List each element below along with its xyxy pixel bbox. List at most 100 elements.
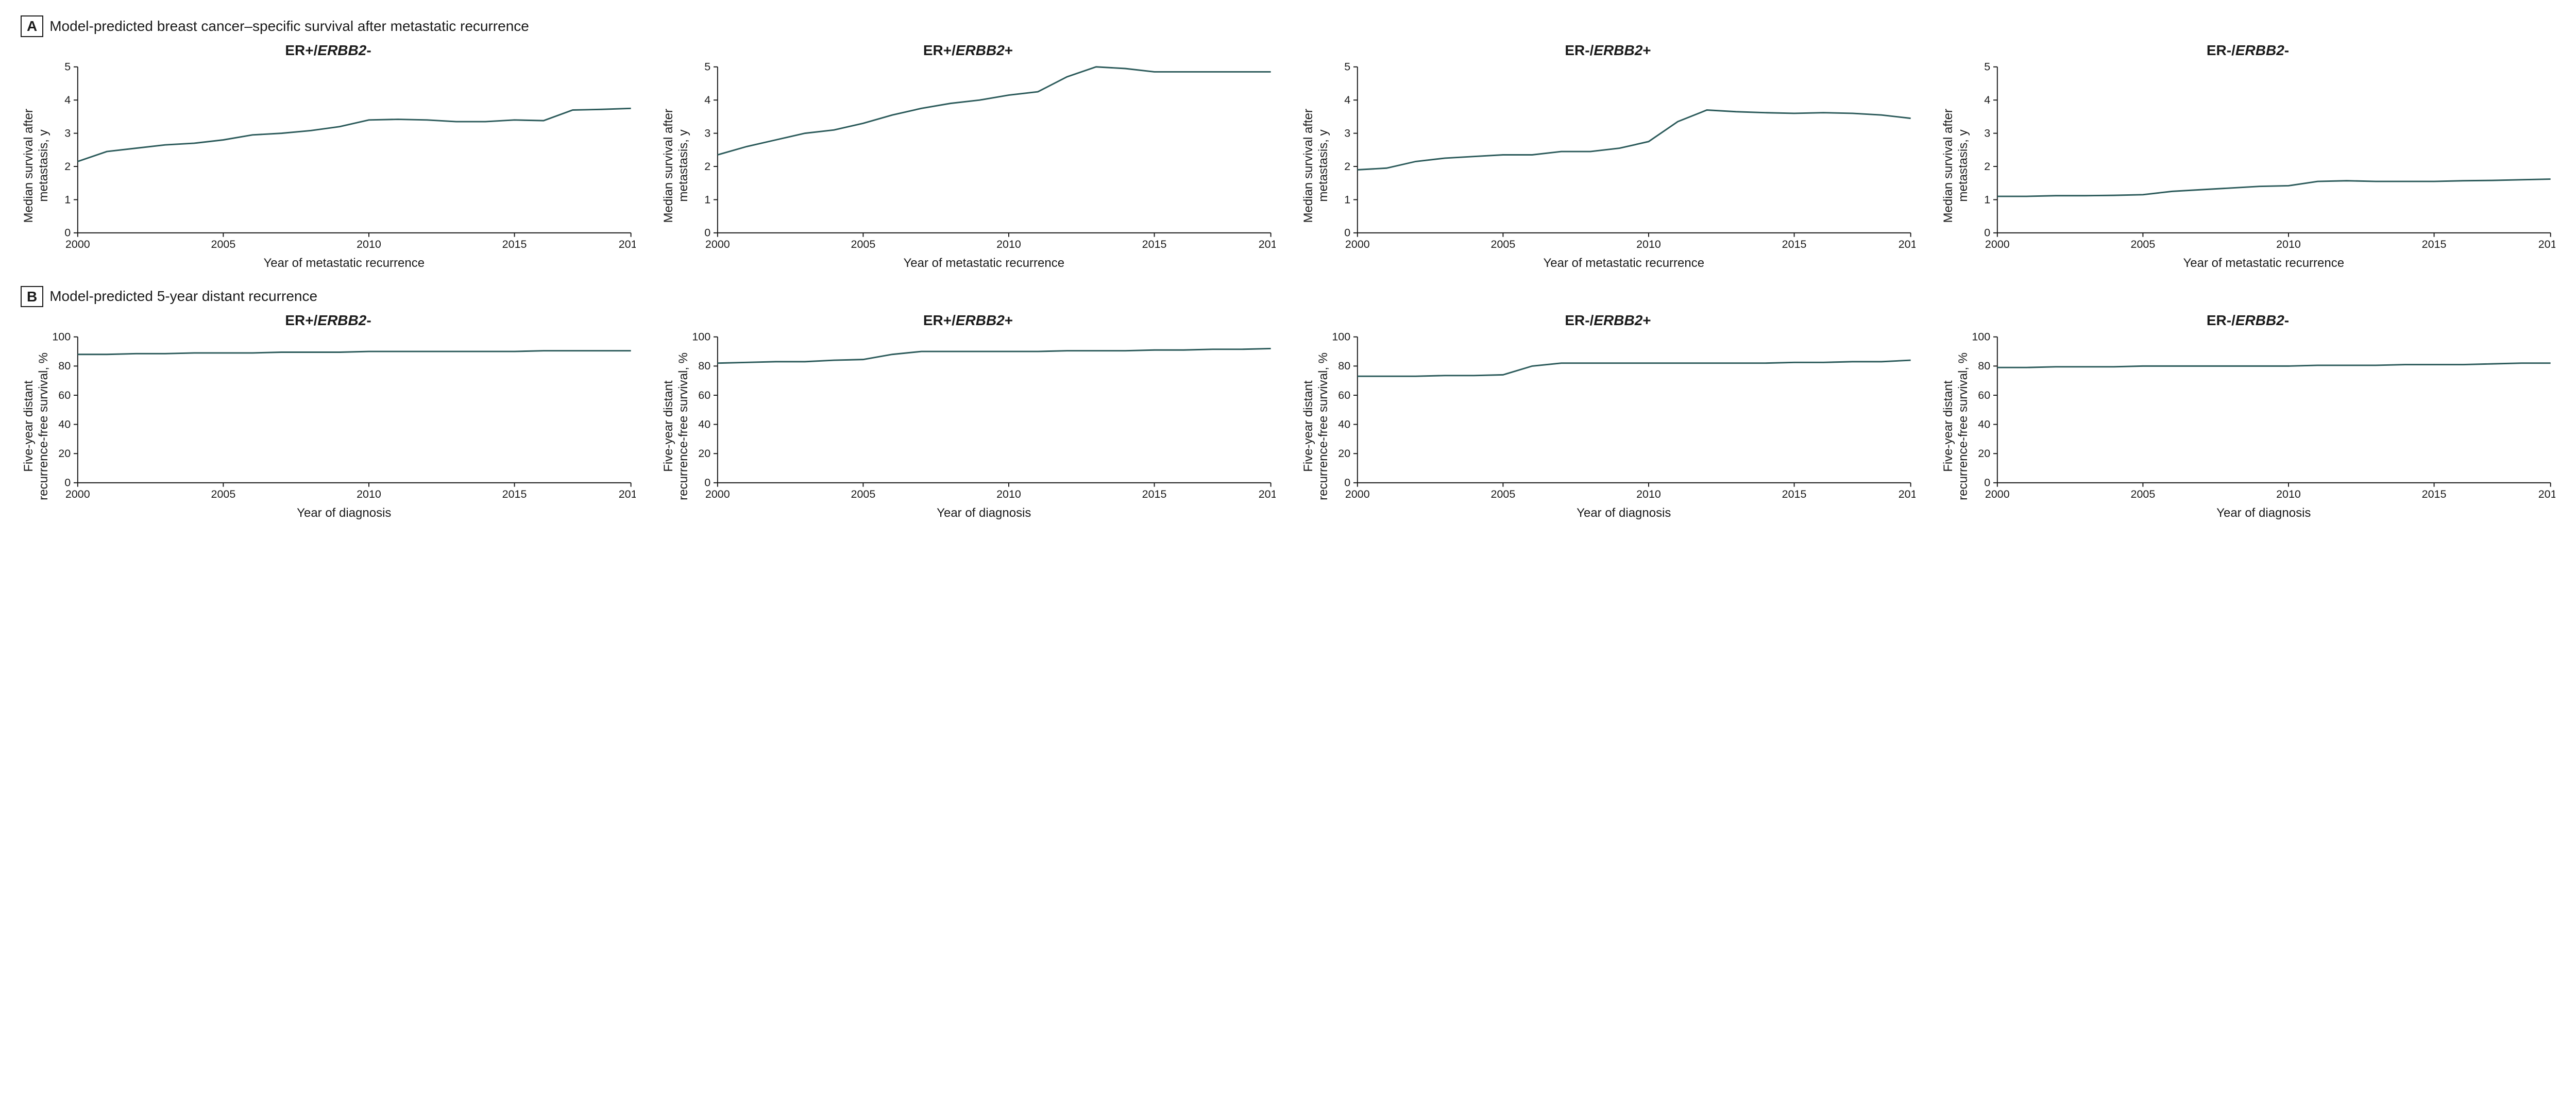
svg-text:60: 60 [698,389,710,401]
chart-title: ER-/ERBB2- [1940,312,2555,329]
svg-text:80: 80 [58,360,71,372]
chart-card: ER-/ERBB2- Five-year distant recurrence-… [1940,312,2555,520]
svg-text:0: 0 [1344,226,1350,239]
svg-text:20: 20 [1338,447,1350,460]
svg-text:5: 5 [64,62,71,73]
svg-text:2000: 2000 [1985,488,2010,500]
svg-text:4: 4 [1344,94,1350,106]
chart-plot: 01234520002005201020152019 [692,62,1276,253]
chart-plot: 01234520002005201020152019 [1972,62,2555,253]
svg-text:2000: 2000 [705,238,730,250]
chart-wrap: Median survival after metastasis, y 0123… [660,62,1276,271]
chart-title: ER-/ERBB2+ [1300,42,1916,59]
chart-plot: 02040608010020002005201020152019 [692,332,1276,503]
svg-text:2019: 2019 [618,488,636,500]
chart-wrap: Five-year distant recurrence-free surviv… [1300,332,1916,520]
svg-text:2015: 2015 [2421,238,2446,250]
svg-text:40: 40 [1978,418,1990,431]
svg-text:2010: 2010 [357,488,381,500]
svg-text:2: 2 [1984,160,1990,172]
chart-wrap: Five-year distant recurrence-free surviv… [21,332,636,520]
svg-text:20: 20 [58,447,71,460]
svg-text:2010: 2010 [1636,488,1661,500]
svg-text:2000: 2000 [1345,488,1370,500]
svg-text:2019: 2019 [1258,238,1276,250]
svg-text:0: 0 [704,226,710,239]
x-axis-label: Year of metastatic recurrence [1332,256,1916,271]
svg-text:60: 60 [1338,389,1350,401]
chart-card: ER+/ERBB2+ Median survival after metasta… [660,42,1276,271]
chart-title: ER+/ERBB2- [21,42,636,59]
svg-text:2015: 2015 [2421,488,2446,500]
svg-text:3: 3 [64,127,71,139]
y-axis-label: Five-year distant recurrence-free surviv… [1300,352,1332,500]
svg-text:80: 80 [698,360,710,372]
svg-text:0: 0 [1984,477,1990,489]
chart-card: ER-/ERBB2+ Five-year distant recurrence-… [1300,312,1916,520]
svg-text:2019: 2019 [618,238,636,250]
svg-text:0: 0 [64,226,71,239]
panel-letter: A [21,15,43,37]
panel-letter: B [21,286,43,308]
svg-text:1: 1 [1984,193,1990,206]
svg-text:40: 40 [1338,418,1350,431]
svg-text:2019: 2019 [2538,488,2555,500]
x-axis-label: Year of metastatic recurrence [53,256,636,271]
svg-text:3: 3 [1344,127,1350,139]
chart-plot: 01234520002005201020152019 [53,62,636,253]
svg-text:4: 4 [1984,94,1990,106]
chart-title: ER+/ERBB2- [21,312,636,329]
figure-root: A Model-predicted breast cancer–specific… [21,15,2555,520]
svg-text:1: 1 [704,193,710,206]
svg-text:40: 40 [58,418,71,431]
panel-header-B: B Model-predicted 5-year distant recurre… [21,286,2555,308]
svg-text:2019: 2019 [2538,238,2555,250]
svg-text:40: 40 [698,418,710,431]
svg-text:2010: 2010 [996,238,1021,250]
chart-title: ER+/ERBB2+ [660,42,1276,59]
x-axis-label: Year of diagnosis [1972,506,2555,520]
svg-text:0: 0 [64,477,71,489]
svg-text:2005: 2005 [1490,238,1515,250]
svg-text:2019: 2019 [1898,488,1916,500]
svg-text:3: 3 [704,127,710,139]
svg-text:2015: 2015 [502,488,527,500]
svg-text:2005: 2005 [1490,488,1515,500]
panel-header-A: A Model-predicted breast cancer–specific… [21,15,2555,37]
svg-text:1: 1 [1344,193,1350,206]
svg-text:2005: 2005 [851,488,875,500]
x-axis-label: Year of metastatic recurrence [1972,256,2555,271]
chart-wrap: Median survival after metastasis, y 0123… [21,62,636,271]
svg-text:2000: 2000 [1345,238,1370,250]
y-axis-label: Median survival after metastasis, y [21,109,53,223]
svg-text:2000: 2000 [705,488,730,500]
svg-text:2010: 2010 [2276,488,2301,500]
svg-text:60: 60 [58,389,71,401]
svg-text:2010: 2010 [357,238,381,250]
svg-text:2015: 2015 [1782,238,1806,250]
svg-text:2015: 2015 [1782,488,1806,500]
chart-wrap: Five-year distant recurrence-free surviv… [660,332,1276,520]
svg-text:2000: 2000 [65,238,90,250]
chart-wrap: Five-year distant recurrence-free surviv… [1940,332,2555,520]
chart-row: ER+/ERBB2- Five-year distant recurrence-… [21,312,2555,520]
svg-text:2: 2 [704,160,710,172]
svg-text:0: 0 [1984,226,1990,239]
chart-card: ER+/ERBB2- Five-year distant recurrence-… [21,312,636,520]
svg-text:2005: 2005 [2130,238,2155,250]
svg-text:2015: 2015 [1142,488,1166,500]
svg-text:80: 80 [1338,360,1350,372]
svg-text:2005: 2005 [211,238,235,250]
chart-title: ER-/ERBB2+ [1300,312,1916,329]
chart-plot: 01234520002005201020152019 [1332,62,1916,253]
svg-text:5: 5 [1344,62,1350,73]
svg-text:2019: 2019 [1258,488,1276,500]
svg-text:100: 100 [1332,332,1350,343]
svg-text:20: 20 [698,447,710,460]
chart-card: ER+/ERBB2- Median survival after metasta… [21,42,636,271]
svg-text:2019: 2019 [1898,238,1916,250]
svg-text:2: 2 [64,160,71,172]
y-axis-label: Median survival after metastasis, y [1940,109,1972,223]
panel-title: Model-predicted 5-year distant recurrenc… [49,288,317,305]
svg-text:4: 4 [64,94,71,106]
